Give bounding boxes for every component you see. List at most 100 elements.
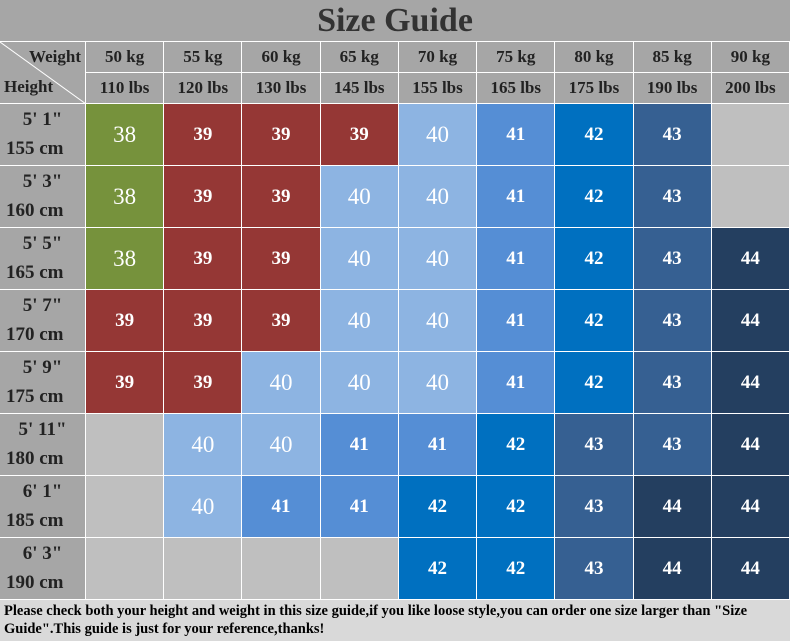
weight-header: 85 kg [633, 42, 712, 73]
size-cell: 40 [320, 166, 399, 228]
footer-note: Please check both your height and weight… [0, 600, 790, 641]
weight-header: 65 kg [320, 42, 399, 73]
size-cell: 41 [320, 476, 399, 538]
height-cm: 190 cm [6, 571, 64, 593]
size-cell: 42 [555, 352, 634, 414]
lbs-header: 165 lbs [477, 73, 556, 104]
size-cell: 42 [398, 538, 478, 600]
size-cell: 39 [86, 290, 165, 352]
lbs-header: 155 lbs [398, 73, 478, 104]
size-cell: 44 [711, 414, 790, 476]
lbs-header: 145 lbs [320, 73, 399, 104]
lbs-header: 175 lbs [555, 73, 634, 104]
size-cell: 39 [320, 104, 399, 166]
size-cell: 40 [398, 290, 478, 352]
size-cell: 42 [477, 414, 556, 476]
size-cell: 42 [555, 290, 634, 352]
diagonal [0, 42, 86, 104]
weight-label: Weight [29, 47, 81, 66]
size-cell: 43 [633, 414, 712, 476]
height-label-cell: 5' 7" 170 cm [0, 290, 86, 352]
empty-cell [320, 538, 399, 600]
weight-header: 90 kg [711, 42, 790, 73]
weight-header: 80 kg [555, 42, 634, 73]
size-cell: 41 [477, 290, 556, 352]
height-cm: 155 cm [6, 137, 64, 159]
size-cell: 39 [164, 228, 243, 290]
size-cell: 41 [242, 476, 321, 538]
weight-header: 50 kg [86, 42, 165, 73]
size-cell: 39 [164, 290, 243, 352]
size-cell: 42 [555, 166, 634, 228]
size-cell: 42 [477, 476, 556, 538]
height-cm: 185 cm [6, 509, 64, 531]
size-cell: 44 [633, 476, 712, 538]
size-cell: 43 [555, 414, 634, 476]
size-cell: 41 [398, 414, 478, 476]
size-cell: 44 [711, 228, 790, 290]
height-label-cell: 5' 11" 180 cm [0, 414, 86, 476]
weight-header: 75 kg [477, 42, 556, 73]
height-ft: 5' 11" [18, 419, 67, 441]
size-cell: 39 [86, 352, 165, 414]
size-cell: 42 [555, 228, 634, 290]
size-cell: 41 [477, 352, 556, 414]
weight-header: 70 kg [398, 42, 478, 73]
size-cell: 40 [164, 476, 243, 538]
size-cell: 39 [164, 352, 243, 414]
size-cell: 40 [320, 290, 399, 352]
size-cell: 40 [398, 352, 478, 414]
size-cell: 40 [242, 414, 321, 476]
size-cell: 38 [86, 228, 165, 290]
weight-header: 60 kg [242, 42, 321, 73]
empty-cell [164, 538, 243, 600]
weight-header: 55 kg [164, 42, 243, 73]
lbs-header: 190 lbs [633, 73, 712, 104]
size-cell: 43 [633, 290, 712, 352]
size-cell: 40 [398, 166, 478, 228]
lbs-header: 110 lbs [86, 73, 165, 104]
size-cell: 44 [633, 538, 712, 600]
size-cell: 40 [320, 352, 399, 414]
size-cell: 43 [633, 104, 712, 166]
empty-cell [711, 166, 790, 228]
height-cm: 180 cm [6, 447, 64, 469]
empty-cell [711, 104, 790, 166]
empty-cell [86, 476, 165, 538]
title: Size Guide [0, 0, 790, 42]
lbs-header: 130 lbs [242, 73, 321, 104]
size-cell: 40 [320, 228, 399, 290]
size-cell: 44 [711, 352, 790, 414]
height-ft: 5' 5" [22, 233, 63, 255]
size-cell: 38 [86, 166, 165, 228]
height-cm: 170 cm [6, 323, 64, 345]
height-ft: 5' 3" [22, 171, 63, 193]
height-ft: 6' 1" [22, 481, 63, 503]
height-label: Height [4, 77, 54, 96]
corner-cell: Weight Height [0, 42, 86, 104]
empty-cell [86, 414, 165, 476]
size-cell: 39 [242, 104, 321, 166]
height-label-cell: 6' 3" 190 cm [0, 538, 86, 600]
size-cell: 38 [86, 104, 165, 166]
lbs-header: 200 lbs [711, 73, 790, 104]
size-cell: 39 [242, 228, 321, 290]
height-ft: 5' 9" [22, 357, 63, 379]
size-cell: 42 [477, 538, 556, 600]
height-label-cell: 5' 5" 165 cm [0, 228, 86, 290]
lbs-header: 120 lbs [164, 73, 243, 104]
size-cell: 41 [477, 166, 556, 228]
height-label-cell: 5' 3" 160 cm [0, 166, 86, 228]
size-cell: 40 [164, 414, 243, 476]
size-cell: 40 [398, 228, 478, 290]
size-cell: 40 [398, 104, 478, 166]
size-cell: 43 [633, 166, 712, 228]
size-cell: 39 [164, 104, 243, 166]
height-ft: 5' 1" [22, 109, 63, 131]
height-label-cell: 5' 1" 155 cm [0, 104, 86, 166]
size-cell: 39 [242, 290, 321, 352]
size-cell: 44 [711, 290, 790, 352]
empty-cell [86, 538, 165, 600]
height-cm: 160 cm [6, 199, 64, 221]
